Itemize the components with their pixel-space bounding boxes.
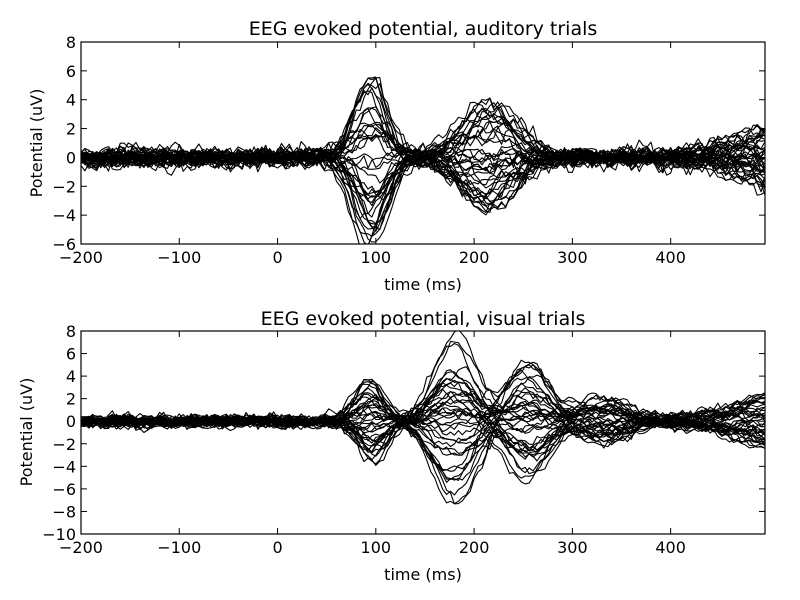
x-tick-label: 200 xyxy=(459,248,490,267)
trial-trace xyxy=(81,88,765,192)
y-tick-label: −8 xyxy=(52,502,76,521)
x-tick-label: 300 xyxy=(557,538,588,557)
x-tick-label: 300 xyxy=(557,248,588,267)
auditory-x-axis-label: time (ms) xyxy=(384,275,462,294)
auditory-chart-title: EEG evoked potential, auditory trials xyxy=(249,18,598,40)
auditory-y-ticks: −6 −4 −2 0 2 4 6 8 xyxy=(52,33,765,254)
y-tick-label: 2 xyxy=(66,120,76,139)
y-tick-label: 6 xyxy=(66,345,76,364)
x-tick-label: 100 xyxy=(361,538,392,557)
y-tick-label: 0 xyxy=(66,412,76,431)
x-tick-label: 400 xyxy=(655,248,686,267)
x-tick-label: 100 xyxy=(361,248,392,267)
visual-y-axis-label: Potential (uV) xyxy=(17,378,36,487)
visual-traces xyxy=(81,329,765,504)
y-tick-label: −4 xyxy=(52,206,76,225)
y-tick-label: −2 xyxy=(52,177,76,196)
y-tick-label: −10 xyxy=(42,525,76,544)
y-tick-label: 0 xyxy=(66,148,76,167)
y-tick-label: 4 xyxy=(66,91,76,110)
x-tick-label: −100 xyxy=(157,538,201,557)
y-tick-label: −2 xyxy=(52,435,76,454)
visual-y-ticks: −10 −8 −6 −4 −2 0 2 4 6 8 xyxy=(42,322,765,544)
visual-plot-frame xyxy=(81,331,765,534)
x-tick-label: 0 xyxy=(272,538,282,557)
x-tick-label: 400 xyxy=(655,538,686,557)
x-tick-label: 200 xyxy=(459,538,490,557)
auditory-y-axis-label: Potential (uV) xyxy=(27,89,46,198)
auditory-traces xyxy=(81,77,765,253)
x-tick-label: −100 xyxy=(157,248,201,267)
visual-panel: EEG evoked potential, visual trials −2 0 0… xyxy=(17,308,765,584)
trial-trace xyxy=(81,130,765,242)
y-tick-label: 4 xyxy=(66,367,76,386)
auditory-panel: EEG evoked potential, auditory trials −2… xyxy=(27,18,765,294)
x-tick-label: 0 xyxy=(272,248,282,267)
visual-chart-title: EEG evoked potential, visual trials xyxy=(261,308,586,330)
y-tick-label: 8 xyxy=(66,322,76,341)
y-tick-label: 2 xyxy=(66,390,76,409)
trial-trace xyxy=(81,341,765,452)
y-tick-label: 8 xyxy=(66,33,76,52)
visual-x-axis-label: time (ms) xyxy=(384,565,462,584)
visual-x-ticks: −200 −100 0 100 200 300 400 xyxy=(59,331,686,557)
y-tick-label: −6 xyxy=(52,235,76,254)
y-tick-label: 6 xyxy=(66,62,76,81)
y-tick-label: −4 xyxy=(52,457,76,476)
y-tick-label: −6 xyxy=(52,480,76,499)
